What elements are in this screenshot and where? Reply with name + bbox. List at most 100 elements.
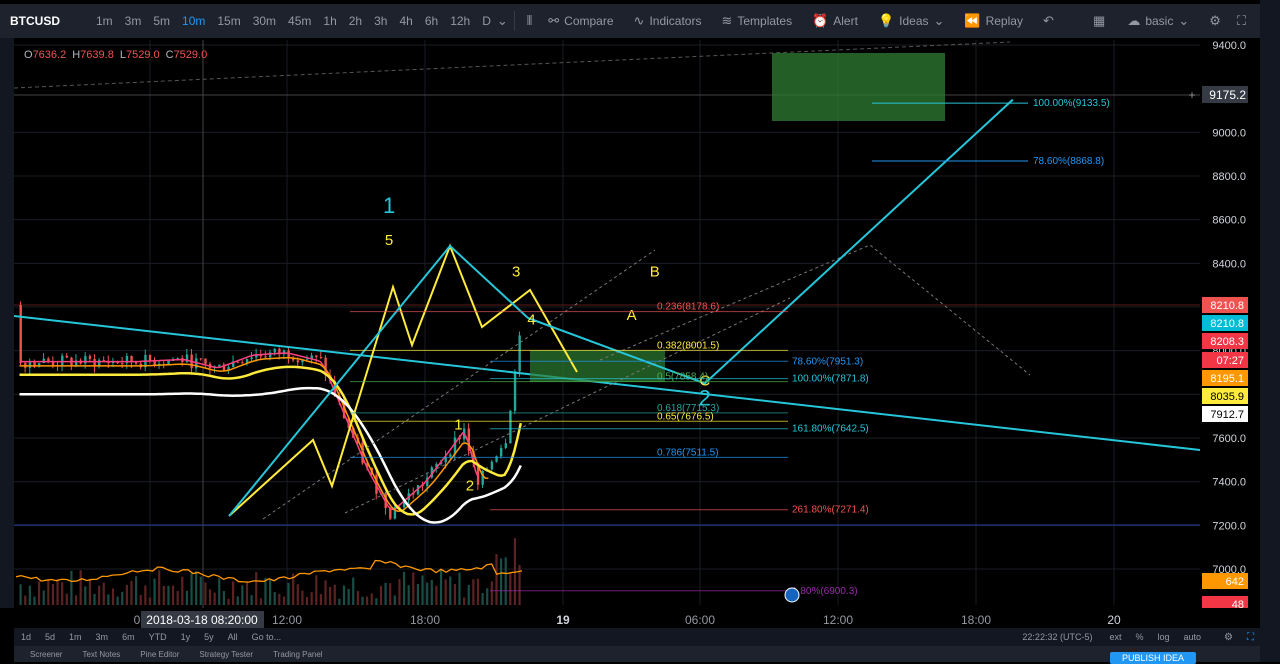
candle-body [287,350,290,359]
volume-bar [504,557,507,605]
candle-body [33,362,36,367]
range-goto[interactable]: Go to... [251,632,282,642]
volume-bar [342,585,346,605]
range-1m[interactable]: 1m [69,632,82,642]
timeframe-6h[interactable]: 6h [424,14,439,28]
candle-body [218,364,221,367]
divider [513,11,515,31]
candle-body [28,362,32,368]
ohlc-high: H7639.8 [72,49,114,61]
timeframe-D[interactable]: D [482,14,491,28]
panel-tab[interactable]: Pine Editor [140,649,180,659]
candle-body [476,462,480,485]
volume-bar [139,594,142,605]
candle-body [222,364,226,371]
range-1y[interactable]: 1y [180,632,191,642]
volume-bar [111,588,115,605]
scale-option[interactable]: ext [1109,632,1122,642]
panel-tab[interactable]: Trading Panel [273,649,323,659]
volume-bar [278,593,281,605]
range-all[interactable]: All [227,632,238,642]
layout-menu[interactable]: ☁ basic ⌄ [1117,13,1199,29]
replay-button[interactable]: ⏪ Replay [954,13,1033,29]
lightbulb-icon: 💡 [877,13,895,28]
gear-icon[interactable]: ⚙ [1209,13,1221,28]
panel-tab[interactable]: Text Notes [82,649,121,659]
scale-option[interactable]: log [1157,632,1170,642]
fib-extension-label: 78.60%(7951.3) [792,356,863,367]
fullscreen-icon[interactable]: ⛶ [1247,631,1254,643]
timeframe-45m[interactable]: 45m [288,14,312,28]
timeframe-1h[interactable]: 1h [323,14,337,28]
wave-label: 5 [385,232,393,249]
compare-icon: ⚯ [548,13,560,28]
panel-tab[interactable]: Strategy Tester [199,649,254,659]
gear-icon[interactable]: ⚙ [1224,631,1233,643]
candle-body [509,410,512,444]
timeframe-10m[interactable]: 10m [182,14,206,28]
fib-extension-label: 261.80%(7271.4) [792,505,869,516]
volume-bar [74,595,78,605]
timeframe-1m[interactable]: 1m [96,14,113,28]
range-1d[interactable]: 1d [21,632,32,642]
price-tag-label: 8208.3 [1210,336,1244,348]
candle-body [352,427,355,438]
candle-body [51,361,55,366]
timeframe-30m[interactable]: 30m [252,14,277,28]
candle-body [84,356,87,364]
range-3m[interactable]: 3m [95,632,109,642]
alert-button[interactable]: ⏰ Alert [802,13,868,29]
timeframe-3m[interactable]: 3m [124,14,142,28]
publish-idea-button[interactable]: PUBLISH IDEA [1110,652,1197,664]
volume-bar [79,570,82,605]
volume-bar [268,579,272,605]
compare-button[interactable]: ⚯ Compare [538,13,623,29]
replay-icon: ⏪ [964,13,981,28]
candle-body [426,477,429,486]
y-tick-label: 8600.0 [1212,215,1246,227]
indicators-button[interactable]: ∿ Indicators [624,13,712,29]
range-5y[interactable]: 5y [204,632,214,642]
volume-bar [361,596,364,605]
candle-body [296,360,300,363]
fullscreen-icon[interactable]: ⛶ [1236,13,1246,28]
scale-option[interactable]: auto [1183,632,1202,642]
timeframe-2h[interactable]: 2h [348,14,363,28]
wave-label: 4 [527,311,535,328]
candle-body [444,456,447,463]
timeframe-15m[interactable]: 15m [217,14,241,28]
volume-bar [273,592,276,605]
volume-bar [287,582,290,605]
cyan-trendline [13,315,1201,451]
crosshair-time-label: 2018-03-18 08:20:00 [146,613,258,627]
panel-tab[interactable]: Screener [30,649,63,659]
templates-button[interactable]: ≋ Templates [711,13,802,29]
volume-bar [453,583,456,605]
undo-icon[interactable]: ↶ [1042,13,1054,28]
bar-style-icon[interactable]: ⫴ [526,13,533,28]
channel-line [344,297,791,514]
volume-bar [84,586,87,605]
timeframe-12h[interactable]: 12h [450,14,471,28]
timeframe-4h[interactable]: 4h [399,14,413,28]
layout-grid-icon[interactable]: ▦ [1093,13,1106,28]
price-tag-label: 7912.7 [1210,409,1244,421]
price-tag [1202,406,1248,422]
timeframe-5m[interactable]: 5m [153,14,171,28]
timeframe-3h[interactable]: 3h [374,14,388,28]
chevron-down-icon[interactable]: ⌄ [496,13,508,28]
symbol-search[interactable]: BTCUSD [10,14,60,28]
range-6m[interactable]: 6m [122,632,135,642]
volume-bar [435,585,438,605]
y-tick-label: 7600.0 [1212,433,1246,445]
ideas-button[interactable]: 💡 Ideas ⌄ [868,13,954,29]
scale-option[interactable]: % [1135,632,1144,642]
range-ytd[interactable]: YTD [148,632,167,642]
candle-body [430,467,434,478]
volume-bar [352,577,355,605]
candle-body [185,354,189,362]
candle-body [61,355,64,366]
range-5d[interactable]: 5d [45,632,56,642]
volume-bar [232,581,235,605]
